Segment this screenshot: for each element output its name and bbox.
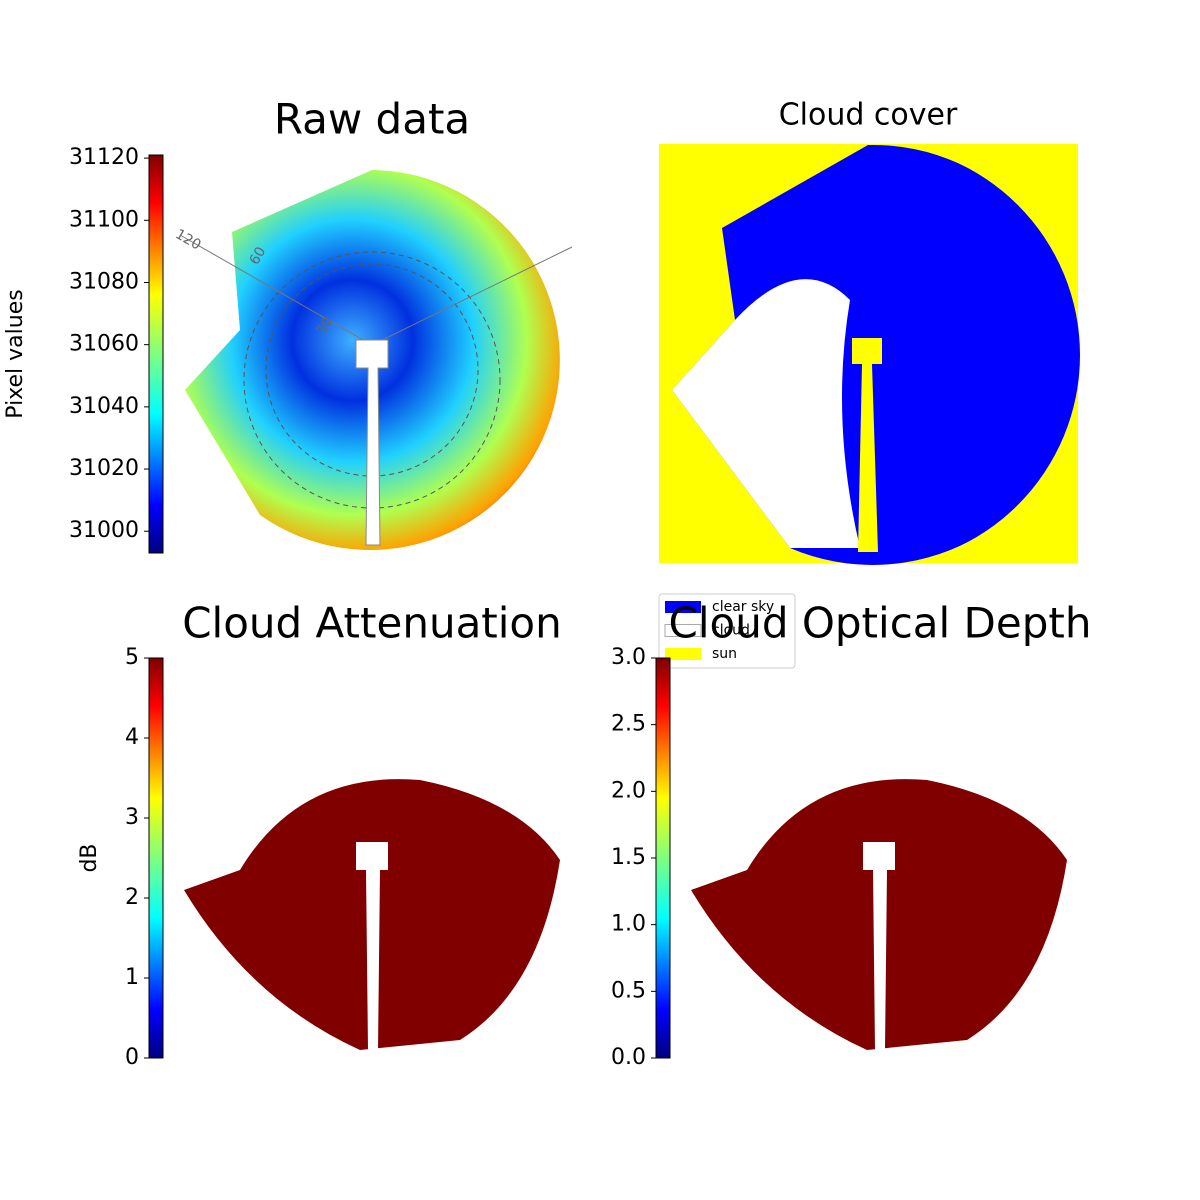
tick-label: 31000 [69, 518, 139, 543]
tick-label: 31060 [69, 332, 139, 357]
panel-title: Cloud cover [779, 98, 958, 133]
tick-label: 31040 [69, 394, 139, 419]
colorbar [148, 154, 164, 554]
tick-label: 2.0 [611, 778, 646, 803]
polar-label: 120 [172, 226, 203, 253]
panel-title: Cloud Attenuation [182, 599, 562, 648]
tick-label: 3 [125, 805, 139, 830]
tick-label: 31120 [69, 145, 139, 170]
legend-label: cloud [712, 623, 750, 639]
legend-swatch [665, 648, 701, 660]
colorbar [655, 657, 671, 1059]
panel-title: Raw data [274, 95, 470, 144]
tick-label: 2.5 [611, 712, 646, 737]
legend-swatch [664, 624, 702, 637]
tick-label: 31080 [69, 269, 139, 294]
tick-label: 1 [125, 965, 139, 990]
colorbar [148, 657, 164, 1059]
colorbar-label: dB [77, 843, 102, 872]
attenuation-image [184, 779, 560, 1050]
cloud-cover-image [659, 144, 1080, 565]
tick-label: 3.0 [611, 645, 646, 670]
polar-label: 60 [247, 244, 270, 267]
tick-label: 0.0 [611, 1045, 646, 1070]
tick-label: 1.5 [611, 845, 646, 870]
legend-label: clear sky [712, 599, 774, 615]
raw-image [179, 170, 573, 550]
tick-label: 1.0 [611, 912, 646, 937]
legend-swatch [665, 601, 701, 613]
tick-label: 31100 [69, 207, 139, 232]
panel-title: Cloud Optical Depth [669, 599, 1092, 648]
tick-label: 0.5 [611, 978, 646, 1003]
tick-label: 5 [125, 645, 139, 670]
legend-label: sun [712, 646, 737, 662]
tick-label: 0 [125, 1045, 139, 1070]
optical-depth-image [691, 779, 1067, 1050]
tick-label: 2 [125, 885, 139, 910]
tick-label: 4 [125, 725, 139, 750]
tick-label: 31020 [69, 456, 139, 481]
polar-label: 30 [314, 314, 337, 337]
colorbar-label: Pixel values [3, 289, 28, 418]
